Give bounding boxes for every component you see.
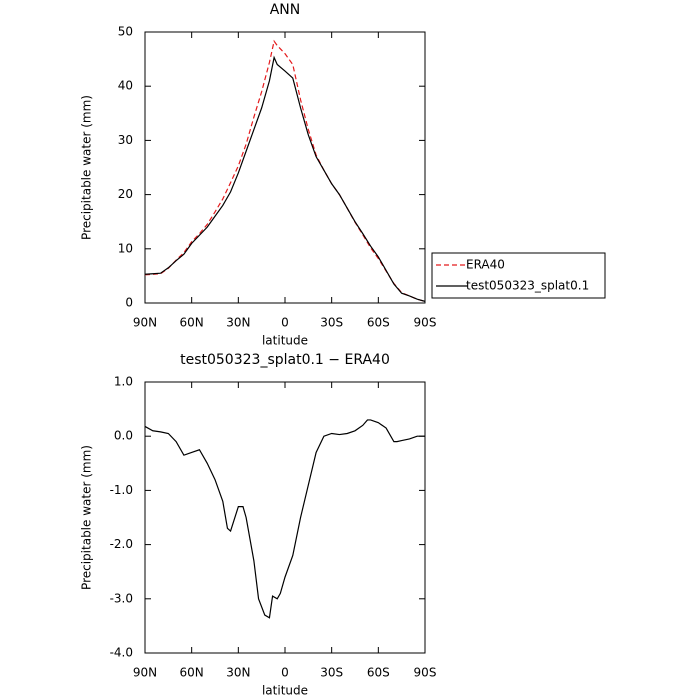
x-tick-label: 90N [133, 316, 157, 330]
y-axis-label: Precipitable water (mm) [80, 445, 94, 590]
x-tick-label: 60N [180, 316, 204, 330]
y-axis-label: Precipitable water (mm) [80, 95, 94, 240]
x-axis-label: latitude [262, 684, 308, 698]
legend-label: ERA40 [466, 258, 505, 272]
x-tick-label: 30N [226, 666, 250, 680]
x-tick-label: 90N [133, 666, 157, 680]
y-tick-label: 10 [118, 241, 133, 255]
data-line [144, 55, 426, 302]
y-tick-label: 20 [118, 187, 133, 201]
y-tick-label: 0.0 [114, 429, 133, 443]
y-tick-label: -2.0 [110, 537, 133, 551]
x-tick-label: 30S [320, 316, 343, 330]
x-tick-label: 90S [414, 666, 437, 680]
legend-box [431, 252, 606, 299]
x-tick-label: 60S [367, 666, 390, 680]
y-tick-label: 0 [125, 296, 133, 310]
chart-title: test050323_splat0.1 − ERA40 [180, 352, 390, 368]
y-tick-label: -3.0 [110, 591, 133, 605]
y-tick-label: -4.0 [110, 646, 133, 660]
plot-frame [144, 31, 426, 304]
y-tick-label: 30 [118, 133, 133, 147]
x-tick-label: 30S [320, 666, 343, 680]
x-tick-label: 0 [281, 666, 289, 680]
x-axis-label: latitude [262, 334, 308, 348]
data-line [144, 39, 426, 302]
y-tick-label: 1.0 [114, 375, 133, 389]
data-line [144, 419, 425, 619]
x-tick-label: 0 [281, 316, 289, 330]
x-tick-label: 90S [414, 316, 437, 330]
legend-label: test050323_splat0.1 [466, 279, 589, 293]
plot-frame [144, 381, 426, 654]
y-tick-label: 40 [118, 79, 133, 93]
x-tick-label: 60N [180, 666, 204, 680]
y-tick-label: -1.0 [110, 483, 133, 497]
x-tick-label: 30N [226, 316, 250, 330]
x-tick-label: 60S [367, 316, 390, 330]
y-tick-label: 50 [118, 25, 133, 39]
chart-title: ANN [270, 2, 301, 18]
